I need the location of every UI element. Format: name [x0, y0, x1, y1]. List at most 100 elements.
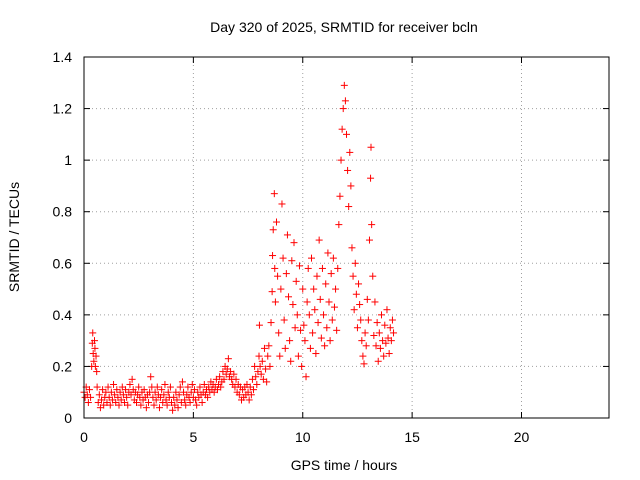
data-point: [364, 316, 372, 324]
data-point: [91, 344, 99, 352]
data-point: [315, 236, 323, 244]
data-point: [344, 166, 352, 174]
data-point: [308, 254, 315, 262]
x-axis-label: GPS time / hours: [291, 457, 398, 473]
data-point: [326, 337, 334, 345]
data-point: [321, 342, 329, 350]
data-point: [262, 365, 270, 373]
data-point: [90, 357, 98, 365]
data-point: [253, 380, 261, 388]
data-point: [160, 391, 168, 399]
data-point: [188, 380, 196, 388]
y-tick-label: 1.2: [53, 101, 73, 117]
data-point: [359, 352, 367, 360]
data-point: [217, 383, 225, 391]
data-point: [335, 221, 343, 229]
data-point: [312, 350, 320, 358]
data-point: [311, 306, 319, 314]
data-point: [169, 406, 177, 414]
data-point: [287, 357, 295, 365]
data-point: [184, 383, 192, 391]
data-point: [387, 337, 395, 345]
data-point: [224, 355, 232, 363]
data-point: [361, 329, 369, 337]
data-point: [343, 130, 350, 138]
data-point: [337, 156, 345, 164]
y-tick-label: 0.4: [53, 307, 73, 323]
data-point: [309, 329, 317, 337]
data-point: [348, 244, 356, 252]
plot-frame: [83, 56, 610, 419]
data-point: [369, 272, 377, 280]
data-point: [314, 319, 322, 327]
data-point: [367, 174, 375, 182]
x-tick-label: 20: [514, 429, 530, 445]
data-point: [378, 311, 385, 319]
data-point: [147, 373, 155, 381]
chart-title: Day 320 of 2025, SRMTID for receiver bcl…: [210, 19, 478, 35]
grid-layer: [84, 57, 609, 418]
data-point: [274, 272, 282, 280]
data-point: [294, 352, 302, 360]
y-tick-label: 0.8: [53, 204, 73, 220]
y-tick-label: 0: [64, 410, 72, 426]
data-point: [302, 373, 310, 381]
data-point: [320, 311, 328, 319]
data-point: [181, 396, 189, 404]
data-point: [91, 337, 98, 345]
data-point: [255, 352, 263, 360]
x-tick-label: 0: [80, 429, 88, 445]
data-point: [328, 316, 336, 324]
data-point: [380, 352, 388, 360]
data-point: [330, 303, 338, 311]
data-point: [252, 373, 260, 381]
data-point: [178, 378, 186, 386]
data-point: [198, 399, 206, 407]
data-point: [388, 316, 396, 324]
data-point: [155, 404, 163, 412]
data-point: [368, 221, 376, 229]
data-point: [265, 342, 273, 350]
data-point: [303, 298, 311, 306]
data-point: [347, 182, 355, 190]
data-point: [247, 391, 255, 399]
data-point: [317, 334, 325, 342]
data-point: [174, 404, 182, 412]
data-point: [297, 326, 305, 334]
data-point: [383, 306, 391, 314]
data-point: [273, 218, 280, 226]
data-point: [346, 148, 354, 156]
data-point: [161, 380, 169, 388]
data-point: [263, 378, 271, 386]
data-point: [230, 370, 238, 378]
data-point: [362, 342, 370, 350]
data-point: [349, 272, 357, 280]
data-point: [267, 319, 275, 327]
y-tick-label: 0.2: [53, 358, 73, 374]
data-point: [255, 321, 263, 329]
data-point: [175, 391, 183, 399]
data-point: [140, 386, 148, 394]
data-point: [173, 396, 181, 404]
data-point: [92, 352, 100, 360]
data-point: [373, 319, 381, 327]
data-point: [250, 386, 258, 394]
data-point: [386, 324, 394, 332]
data-point: [363, 295, 371, 303]
data-point: [264, 352, 272, 360]
data-point: [310, 285, 318, 293]
data-point: [186, 399, 194, 407]
data-point: [298, 362, 306, 370]
data-point: [300, 321, 308, 329]
data-point: [152, 396, 160, 404]
data-point: [104, 383, 112, 391]
data-point: [356, 301, 364, 309]
data-point: [370, 331, 378, 339]
data-point: [329, 254, 337, 262]
data-point: [318, 264, 326, 272]
data-point: [115, 401, 123, 409]
y-tick-label: 1.4: [53, 49, 73, 65]
y-tick-label: 1: [64, 152, 72, 168]
data-point: [291, 324, 299, 332]
